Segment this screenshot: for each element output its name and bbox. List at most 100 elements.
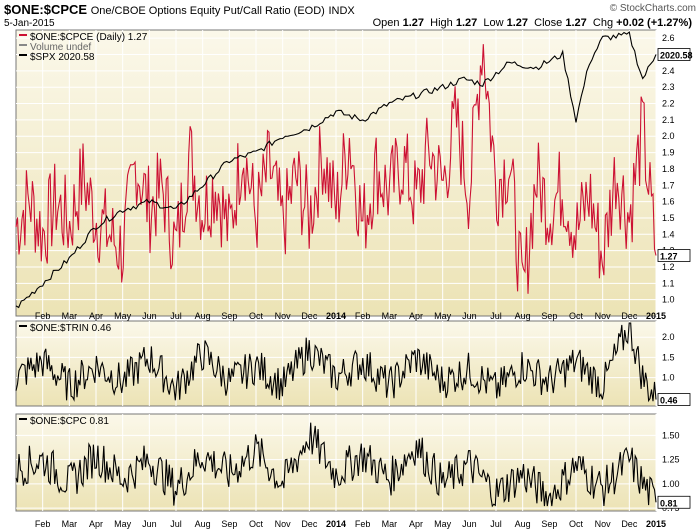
y-tick-label: 1.9 xyxy=(662,148,675,158)
low-value: 1.27 xyxy=(506,17,529,29)
y-tick-label: 2.0 xyxy=(662,131,675,141)
y-tick-label: 2.2 xyxy=(662,99,675,109)
x-tick-label: May xyxy=(114,311,132,321)
y-tick-label: 1.8 xyxy=(662,164,675,174)
last-value-label: 0.46 xyxy=(660,396,678,406)
x-tick-label: Dec xyxy=(301,311,318,321)
x-tick-label: May xyxy=(434,311,452,321)
y-tick-label: 1.50 xyxy=(662,430,680,440)
last-value-box xyxy=(657,48,691,61)
x-tick-label: Jul xyxy=(490,311,502,321)
open-value: 1.27 xyxy=(402,17,425,29)
x-tick-label: Feb xyxy=(355,311,371,321)
y-tick-label: 2.6 xyxy=(662,33,675,43)
y-tick-label: 1.6 xyxy=(662,197,675,207)
x-tick-label: Dec xyxy=(621,311,638,321)
chart-title: $ONE:$CPCE One/CBOE Options Equity Put/C… xyxy=(4,2,355,17)
x-tick-label: Nov xyxy=(275,519,292,529)
y-tick-label: 2.0 xyxy=(662,332,675,342)
x-tick-label: Dec xyxy=(621,519,638,529)
legend-swatch xyxy=(19,44,27,46)
legend-entry: $SPX 2020.58 xyxy=(30,52,95,63)
x-tick-label: Aug xyxy=(195,519,211,529)
y-tick-label: 2.1 xyxy=(662,115,675,125)
x-tick-label: May xyxy=(114,519,132,529)
y-tick-label: 1.5 xyxy=(662,213,675,223)
x-tick-label: May xyxy=(434,519,452,529)
last-value-label: 2020.58 xyxy=(660,51,693,61)
x-tick-label: Jul xyxy=(170,519,182,529)
y-tick-label: 1.4 xyxy=(662,229,675,239)
x-tick-label: Nov xyxy=(275,311,292,321)
x-tick-label: Nov xyxy=(595,311,612,321)
x-tick-label: Oct xyxy=(249,311,264,321)
x-tick-label: Feb xyxy=(35,519,51,529)
x-tick-label: 2015 xyxy=(646,519,666,529)
legend-swatch xyxy=(19,418,27,420)
x-tick-label: 2015 xyxy=(646,311,666,321)
x-tick-label: Jul xyxy=(170,311,182,321)
series-line-spx xyxy=(15,31,657,309)
y-tick-label: 1.5 xyxy=(662,352,675,362)
x-tick-label: Aug xyxy=(515,519,531,529)
last-value-label: 1.27 xyxy=(660,252,678,262)
close-value: 1.27 xyxy=(565,17,587,29)
y-tick-label: 2.4 xyxy=(662,66,675,76)
last-value-box xyxy=(657,393,691,406)
last-value-box xyxy=(657,249,691,262)
series-line-onetrin xyxy=(15,322,657,403)
series-line-onecpce xyxy=(15,44,657,294)
watermark: © StockCharts.com xyxy=(609,3,696,14)
y-tick-label: 1.1 xyxy=(662,278,675,288)
x-tick-label: Mar xyxy=(382,311,398,321)
legend-entry: $ONE:$CPCE (Daily) 1.27 xyxy=(30,32,148,43)
x-tick-label: Feb xyxy=(35,311,51,321)
x-tick-label: Jul xyxy=(490,519,502,529)
y-tick-label: 1.25 xyxy=(662,455,680,465)
last-value-label: 0.81 xyxy=(660,498,678,508)
x-tick-label: Apr xyxy=(89,311,103,321)
x-tick-label: Sep xyxy=(541,311,557,321)
legend-swatch xyxy=(19,325,27,327)
chart-date: 5-Jan-2015 xyxy=(4,18,55,29)
x-tick-label: 2014 xyxy=(326,519,346,529)
x-tick-label: Sep xyxy=(221,311,237,321)
x-tick-label: Oct xyxy=(569,519,584,529)
y-tick-label: 1.7 xyxy=(662,180,675,190)
change-value: +0.02 (+1.27%) xyxy=(616,17,692,29)
x-tick-label: Oct xyxy=(249,519,264,529)
x-tick-label: Dec xyxy=(301,519,318,529)
x-tick-label: Nov xyxy=(595,519,612,529)
x-tick-label: Sep xyxy=(541,519,557,529)
series-line-onecpc xyxy=(15,422,657,508)
legend-entry: $ONE:$TRIN 0.46 xyxy=(30,323,112,334)
x-tick-label: Apr xyxy=(89,519,103,529)
x-tick-label: Mar xyxy=(62,519,78,529)
legend-entry: Volume undef xyxy=(30,42,91,53)
x-tick-label: Feb xyxy=(355,519,371,529)
y-tick-label: 1.0 xyxy=(662,295,675,305)
x-tick-label: Oct xyxy=(569,311,584,321)
x-tick-label: Jun xyxy=(142,311,157,321)
y-tick-label: 1.2 xyxy=(662,262,675,272)
x-tick-label: 2014 xyxy=(326,311,346,321)
high-value: 1.27 xyxy=(455,17,478,29)
x-tick-label: Apr xyxy=(409,519,423,529)
ohlc-readout: Open 1.27 High 1.27 Low 1.27 Close 1.27 … xyxy=(372,17,692,29)
legend-entry: $ONE:$CPC 0.81 xyxy=(30,416,109,427)
symbol-description: One/CBOE Options Equity Put/Call Ratio (… xyxy=(90,5,325,17)
x-tick-label: Mar xyxy=(62,311,78,321)
y-tick-label: 2.3 xyxy=(662,82,675,92)
x-tick-label: Apr xyxy=(409,311,423,321)
legend-swatch xyxy=(19,54,27,56)
symbol: $ONE:$CPCE xyxy=(4,2,88,17)
y-tick-label: 1.0 xyxy=(662,373,675,383)
x-tick-label: Jun xyxy=(462,519,477,529)
exchange: INDX xyxy=(328,5,355,17)
x-tick-label: Jun xyxy=(462,311,477,321)
y-tick-label: 1.00 xyxy=(662,479,680,489)
x-tick-label: Sep xyxy=(221,519,237,529)
x-tick-label: Jun xyxy=(142,519,157,529)
x-tick-label: Aug xyxy=(515,311,531,321)
legend-swatch xyxy=(19,34,27,36)
